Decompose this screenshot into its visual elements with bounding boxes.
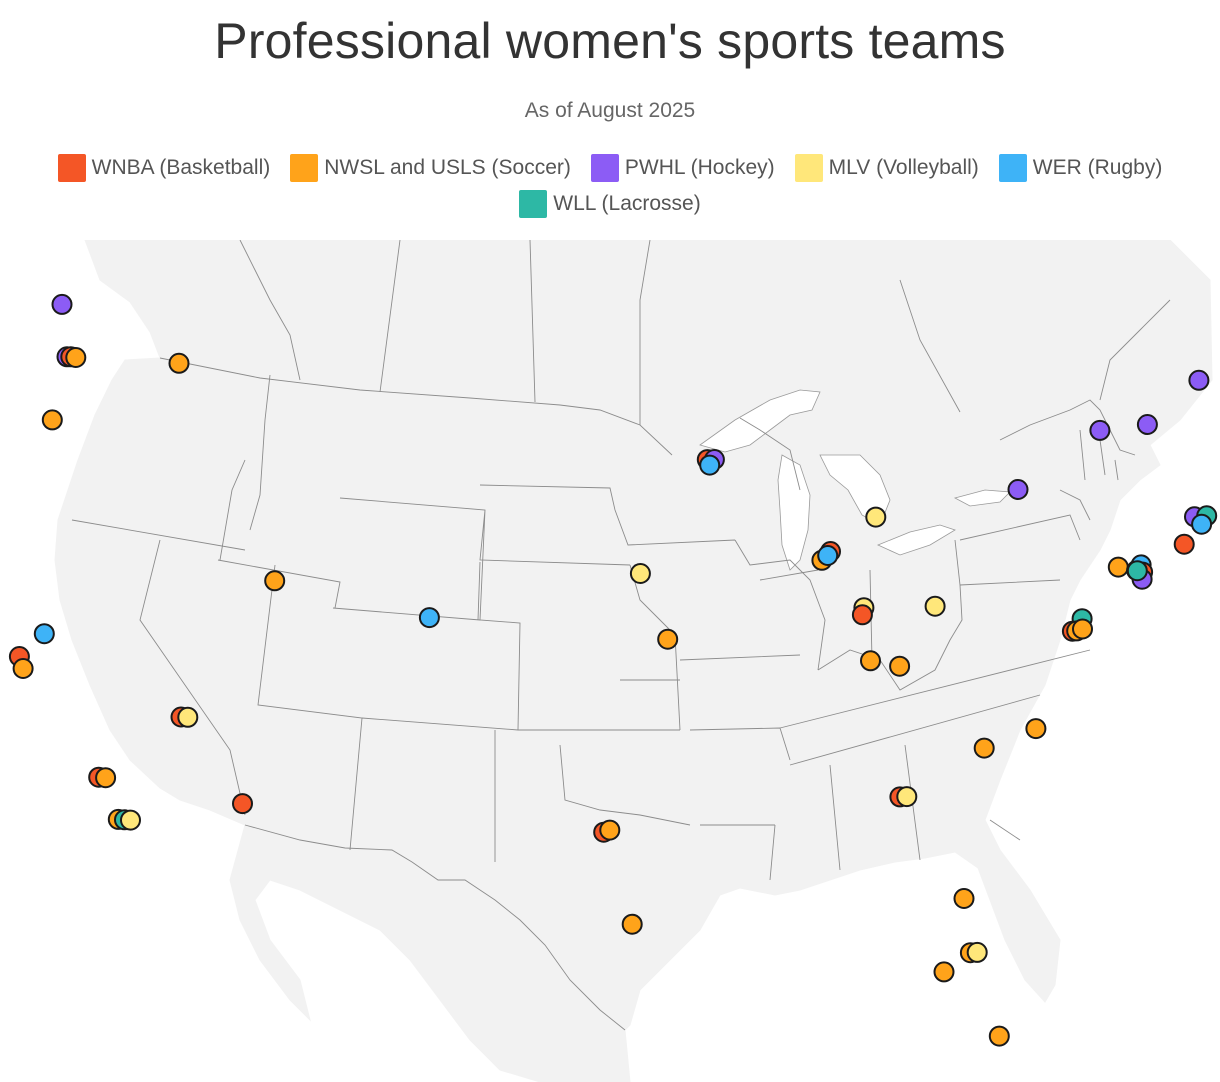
province-lines xyxy=(239,240,1171,425)
lake-erie xyxy=(876,524,956,556)
map xyxy=(8,240,1218,1082)
team-marker-wer xyxy=(33,623,55,645)
team-marker-soccer xyxy=(973,737,995,759)
usa-land xyxy=(54,357,1161,1031)
team-marker-soccer xyxy=(1072,618,1093,640)
team-marker-mlv xyxy=(865,506,887,528)
team-marker-soccer xyxy=(1025,718,1047,740)
team-marker-wnba xyxy=(232,793,253,815)
team-marker-soccer xyxy=(65,347,87,368)
team-marker-pwhl xyxy=(51,293,73,315)
page-subtitle: As of August 2025 xyxy=(524,99,696,122)
legend-item-pwhl: PWHL (Hockey) xyxy=(590,154,775,182)
lake-ontario xyxy=(953,489,1011,507)
team-marker-mlv xyxy=(896,786,918,808)
legend-label-wer: WER (Rugby) xyxy=(1032,156,1163,179)
team-marker-wnba xyxy=(851,604,873,626)
team-marker-wer xyxy=(418,607,440,629)
team-marker-soccer xyxy=(168,352,190,374)
team-marker-pwhl xyxy=(1007,479,1029,500)
us-mexico-border xyxy=(244,824,626,1031)
legend: WNBA (Basketball) NWSL and USLS (Soccer)… xyxy=(0,150,1220,222)
team-marker-pwhl xyxy=(1188,369,1210,391)
team-marker-soccer xyxy=(95,767,117,789)
teams-layer xyxy=(8,293,1218,1047)
team-marker-wer xyxy=(1191,513,1213,535)
team-marker-mlv xyxy=(120,809,141,831)
team-marker-soccer xyxy=(988,1025,1010,1047)
legend-row-1: WNBA (Basketball) NWSL and USLS (Soccer)… xyxy=(0,150,1220,186)
team-marker-soccer xyxy=(621,913,643,935)
team-marker-soccer xyxy=(933,961,955,983)
state-lines xyxy=(71,374,1119,881)
legend-label-soccer: NWSL and USLS (Soccer) xyxy=(324,156,571,179)
legend-item-wnba: WNBA (Basketball) xyxy=(57,154,271,182)
team-marker-soccer xyxy=(953,888,975,909)
team-marker-pwhl xyxy=(1089,419,1111,441)
team-marker-wer xyxy=(817,545,839,566)
legend-item-wll: WLL (Lacrosse) xyxy=(519,190,701,218)
legend-swatch-pwhl xyxy=(590,154,619,182)
team-marker-soccer xyxy=(12,658,34,679)
legend-item-soccer: NWSL and USLS (Soccer) xyxy=(290,154,571,182)
team-marker-wer xyxy=(699,454,721,476)
legend-swatch-mlv xyxy=(794,154,823,182)
team-marker-soccer xyxy=(599,819,621,841)
team-marker-wll xyxy=(1126,560,1148,582)
legend-label-pwhl: PWHL (Hockey) xyxy=(624,156,775,179)
team-marker-mlv xyxy=(177,706,199,728)
team-marker-soccer xyxy=(41,409,63,431)
team-marker-soccer xyxy=(889,655,911,677)
legend-swatch-wnba xyxy=(57,154,86,182)
us-canada-border xyxy=(159,357,1136,456)
lake-superior xyxy=(699,389,821,453)
legend-item-wer: WER (Rugby) xyxy=(998,154,1163,182)
legend-label-wll: WLL (Lacrosse) xyxy=(553,192,701,215)
team-marker-soccer xyxy=(860,650,881,672)
legend-swatch-wer xyxy=(998,154,1027,182)
team-marker-mlv xyxy=(629,563,651,584)
legend-swatch-wll xyxy=(519,190,548,218)
team-marker-wnba xyxy=(1173,533,1195,555)
legend-label-mlv: MLV (Volleyball) xyxy=(828,156,979,179)
borders xyxy=(71,240,1171,1031)
legend-swatch-soccer xyxy=(290,154,319,182)
team-marker-soccer xyxy=(264,570,286,592)
page-title: Professional women's sports teams xyxy=(214,13,1006,69)
team-marker-soccer xyxy=(657,628,679,650)
legend-item-mlv: MLV (Volleyball) xyxy=(794,154,979,182)
landmass xyxy=(54,240,1213,1082)
team-marker-pwhl xyxy=(1136,414,1158,435)
legend-label-wnba: WNBA (Basketball) xyxy=(91,156,271,179)
team-marker-mlv xyxy=(924,595,946,617)
team-marker-mlv xyxy=(966,941,988,963)
team-marker-soccer xyxy=(1107,556,1129,578)
legend-row-2: WLL (Lacrosse) xyxy=(0,186,1220,222)
